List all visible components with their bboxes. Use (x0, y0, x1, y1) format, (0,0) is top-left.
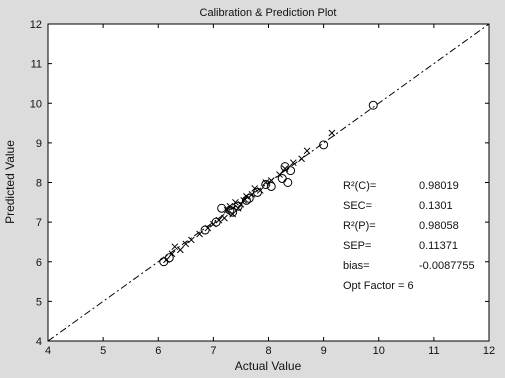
cross-point (232, 198, 239, 206)
y-tick-label: 6 (36, 257, 42, 269)
identity-line (47, 23, 490, 342)
stat-label: R²(P)= (343, 220, 376, 232)
x-tick-label: 7 (210, 345, 216, 357)
circle-point (283, 178, 293, 187)
y-tick-label: 7 (36, 217, 42, 229)
y-tick-label: 12 (30, 19, 42, 31)
x-tick-label: 4 (45, 345, 51, 357)
stat-value: 0.98058 (419, 220, 459, 232)
x-tick-label: 8 (265, 345, 271, 357)
stat-label: bias= (343, 260, 370, 272)
cross-point (276, 171, 283, 178)
circle-point (319, 140, 329, 150)
data-points (159, 100, 378, 267)
circle-point (368, 100, 378, 110)
circle-point (286, 166, 296, 176)
cross-point (176, 246, 184, 254)
cross-point (168, 250, 176, 258)
stat-value: 0.98019 (419, 180, 459, 192)
x-tick-label: 6 (155, 345, 161, 357)
x-axis-label: Actual Value (235, 359, 302, 373)
cross-point (187, 236, 195, 244)
cross-point (289, 159, 297, 167)
opt-factor-label: Opt Factor = 6 (343, 280, 414, 292)
axis-ticks: 4 5 6 7 8 9 10 11 12 4 5 6 7 8 9 10 11 12 (30, 19, 495, 357)
x-tick-label: 11 (428, 345, 439, 357)
circle-point (211, 217, 221, 227)
x-tick-label: 12 (483, 345, 495, 357)
y-tick-label: 5 (36, 296, 42, 308)
circle-point (225, 205, 235, 215)
stat-value: 0.11371 (419, 240, 458, 252)
y-tick-label: 9 (36, 138, 42, 150)
cross-point (171, 243, 179, 251)
y-tick-label: 4 (36, 336, 42, 348)
reference-line (47, 23, 490, 342)
circle-point (164, 253, 174, 263)
x-tick-label: 5 (100, 345, 106, 357)
circle-point (244, 193, 254, 203)
cross-point (182, 240, 190, 248)
y-tick-label: 11 (31, 59, 42, 71)
circle-point (252, 187, 262, 197)
stat-value: 0.1301 (419, 200, 453, 212)
y-tick-label: 8 (36, 178, 42, 190)
stat-label: SEC= (343, 200, 372, 212)
x-tick-label: 10 (373, 345, 385, 357)
chart-title: Calibration & Prediction Plot (200, 7, 337, 19)
stat-value: -0.0087755 (419, 260, 475, 272)
cross-point (251, 185, 259, 192)
stat-label: R²(C)= (343, 180, 376, 192)
circle-point (200, 225, 210, 235)
cross-point (221, 214, 228, 222)
circle-point (228, 207, 238, 217)
circle-point (217, 203, 227, 213)
circle-point (261, 179, 271, 189)
statistics-annotation: R²(C)= 0.98019 SEC= 0.1301 R²(P)= 0.98058 SEP=… (343, 180, 475, 292)
x-tick-label: 9 (321, 345, 327, 357)
cross-point (328, 129, 336, 137)
y-axis-label: Predicted Value (3, 140, 17, 224)
y-tick-label: 10 (30, 98, 42, 110)
circle-point (241, 195, 251, 205)
stat-label: SEP= (343, 240, 371, 252)
circle-point (233, 201, 243, 211)
cross-point (303, 147, 311, 155)
cross-point (298, 155, 305, 163)
circle-point (266, 181, 276, 191)
